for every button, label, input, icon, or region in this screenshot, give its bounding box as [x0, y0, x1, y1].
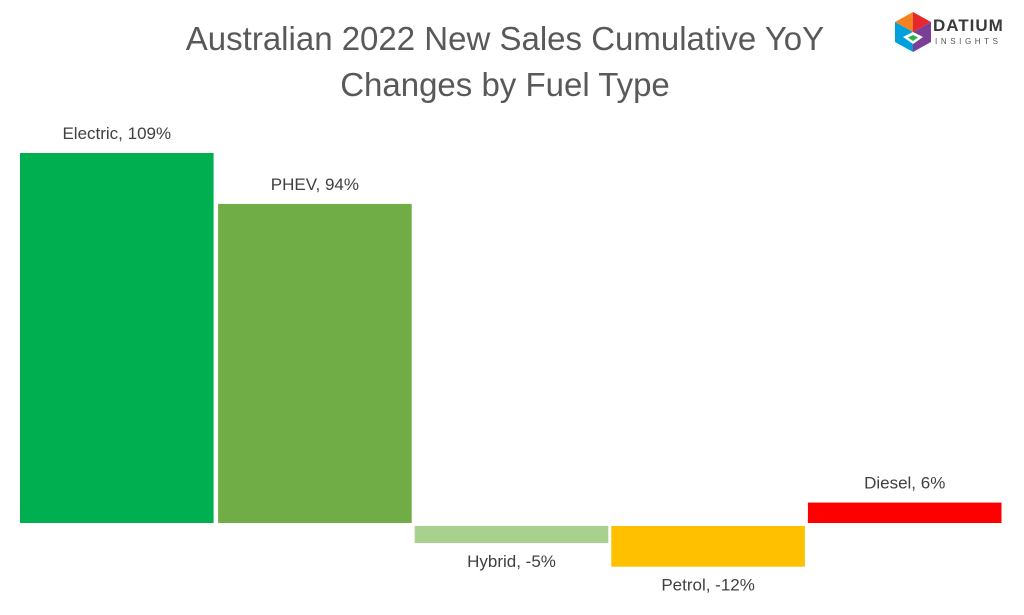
logo-wordmark: DATIUM [933, 16, 1004, 35]
bar-electric [20, 153, 214, 523]
data-label-hybrid: Hybrid, -5% [467, 552, 556, 571]
datium-cube-icon [895, 12, 931, 52]
bar-phev [218, 203, 412, 523]
data-labels-layer: Electric, 109% PHEV, 94% Hybrid, -5% Petrol… [62, 124, 945, 595]
data-label-phev: PHEV, 94% [271, 175, 359, 194]
datium-insights-logo: DATIUM INSIGHTS [895, 8, 1020, 56]
logo-tagline: INSIGHTS [935, 37, 1002, 46]
bar-hybrid [414, 526, 609, 543]
chart-title-line-1: Australian 2022 New Sales Cumulative YoY [185, 20, 825, 57]
data-label-diesel: Diesel, 6% [864, 474, 945, 493]
data-label-electric: Electric, 109% [62, 124, 171, 143]
chart-title-line-2: Changes by Fuel Type [340, 66, 670, 103]
bars-layer [20, 153, 1002, 567]
data-label-petrol: Petrol, -12% [661, 576, 755, 595]
chart-title: Australian 2022 New Sales Cumulative YoY… [60, 16, 950, 108]
bar-petrol [611, 526, 805, 567]
bar-diesel [807, 502, 1002, 523]
